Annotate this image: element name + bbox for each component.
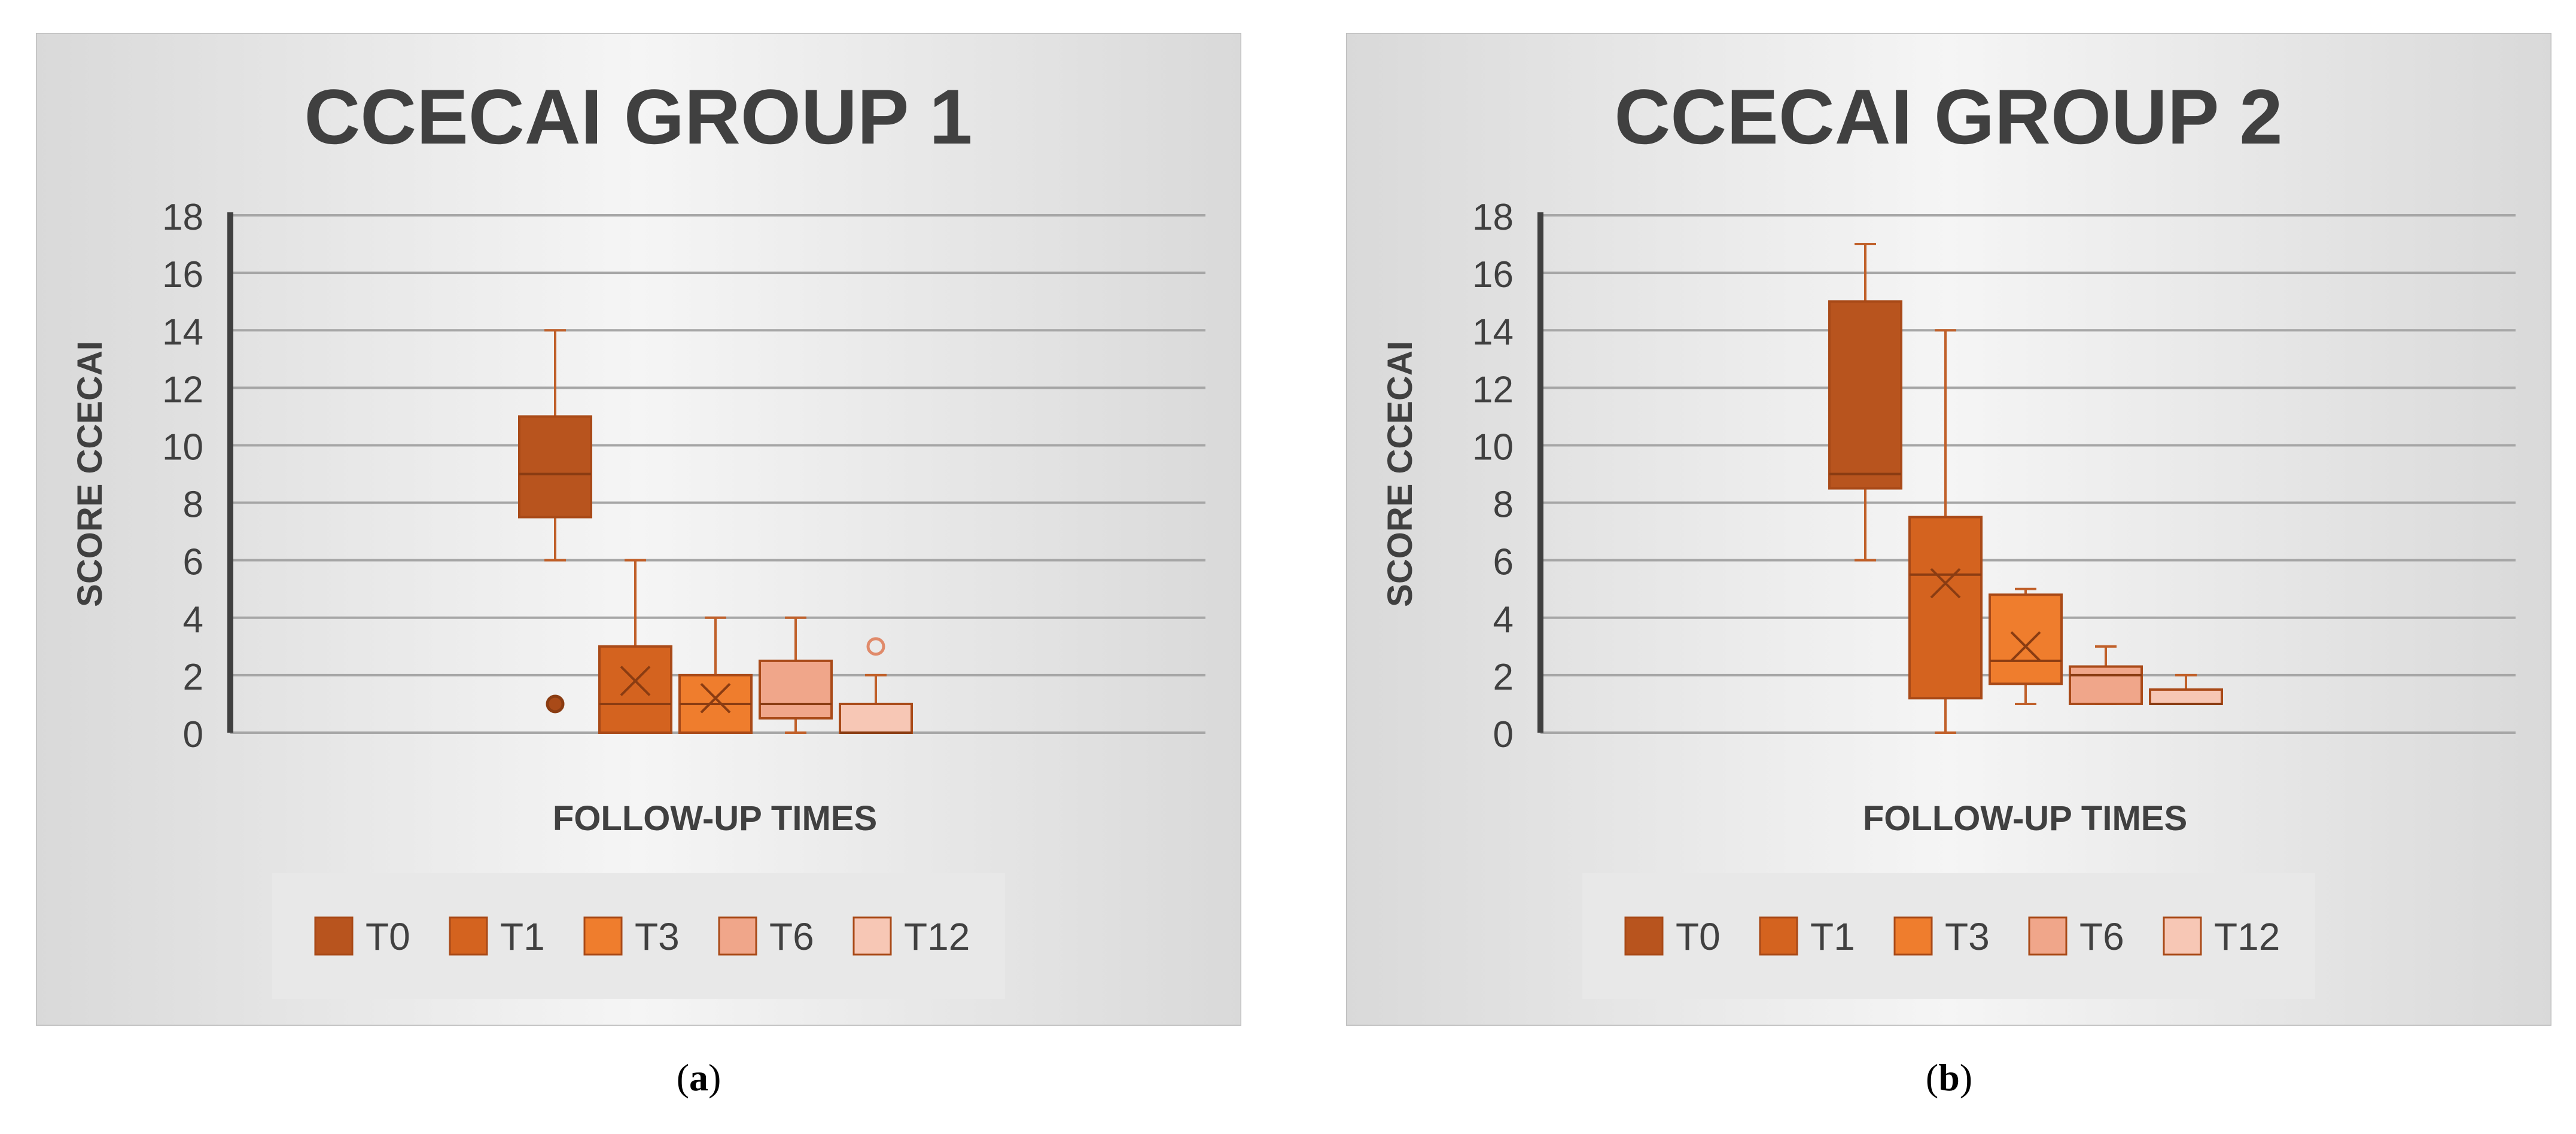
legend-label-t6: T6 (769, 915, 814, 958)
box-iqr (518, 415, 592, 519)
legend: T0 T1 T3 T6 T12 (272, 873, 1005, 999)
mean-marker (700, 682, 731, 714)
box-plot-svg: CCECAI GROUP 1 0 2 4 6 8 10 12 14 16 18 SCORE CCECA… (36, 33, 1241, 1026)
legend-swatch-t0 (1624, 916, 1664, 956)
box-iqr (1908, 516, 1983, 700)
chart-title: CCECAI GROUP 1 (304, 73, 972, 160)
legend-swatch-t6 (718, 916, 757, 956)
legend-swatch-t6 (2028, 916, 2068, 956)
y-tick-label: 18 (162, 197, 203, 238)
box-iqr (759, 659, 833, 720)
box-iqr (839, 702, 913, 734)
y-tick-label: 14 (162, 312, 203, 353)
y-axis-label: SCORE CCECAI (1381, 341, 1420, 607)
y-tick-label: 14 (1472, 312, 1514, 353)
outlier-point (866, 637, 885, 656)
chart-title: CCECAI GROUP 2 (1614, 73, 2282, 160)
legend-label-t12: T12 (2214, 915, 2280, 958)
y-tick-label: 10 (1472, 426, 1514, 468)
box-t6 (2069, 645, 2143, 705)
chart-background (36, 33, 1241, 1026)
legend-swatch-t1 (449, 916, 488, 956)
box-t1 (598, 559, 672, 734)
y-tick-label: 18 (1472, 197, 1514, 238)
box-iqr (598, 645, 672, 734)
y-tick-label: 12 (1472, 369, 1514, 410)
y-tick-label: 0 (183, 714, 203, 755)
y-tick-label: 6 (183, 542, 203, 583)
box-iqr (2149, 688, 2223, 705)
legend: T0 T1 T3 T6 T12 (1582, 873, 2315, 999)
box-t1 (1908, 329, 1983, 734)
caption-a: (a) (676, 1056, 721, 1099)
box-t6 (759, 616, 833, 734)
box-plot-svg: CCECAI GROUP 2 0 2 4 6 8 10 12 14 16 18 SCORE CCECA… (1346, 33, 2551, 1026)
legend-label-t12: T12 (904, 915, 970, 958)
box-t3 (1989, 587, 2063, 705)
y-axis-label: SCORE CCECAI (71, 341, 109, 607)
legend-swatch-t3 (583, 916, 623, 956)
mean-marker (2010, 631, 2041, 662)
y-tick-label: 4 (183, 599, 203, 641)
box-iqr (1828, 300, 1902, 490)
y-tick-label: 16 (162, 254, 203, 295)
legend-swatch-t0 (314, 916, 354, 956)
legend-label-t6: T6 (2079, 915, 2124, 958)
legend-swatch-t12 (2163, 916, 2202, 956)
y-tick-label: 0 (1493, 714, 1514, 755)
y-tick-label: 2 (183, 657, 203, 698)
y-tick-label: 8 (1493, 484, 1514, 526)
y-tick-label: 2 (1493, 657, 1514, 698)
legend-label-t0: T0 (366, 915, 410, 958)
legend-swatch-t1 (1759, 916, 1798, 956)
y-tick-label: 12 (162, 369, 203, 410)
caption-b: (b) (1925, 1056, 1973, 1099)
y-tick-label: 16 (1472, 254, 1514, 295)
y-tick-label: 6 (1493, 542, 1514, 583)
legend-swatch-t3 (1893, 916, 1933, 956)
mean-marker (620, 666, 651, 696)
x-axis-label: FOLLOW-UP TIMES (553, 799, 877, 838)
box-t0 (1828, 243, 1902, 562)
outlier-point (546, 694, 565, 714)
legend-label-t1: T1 (1810, 915, 1855, 958)
box-t12 (2149, 673, 2223, 705)
legend-label-t1: T1 (500, 915, 545, 958)
legend-swatch-t12 (852, 916, 892, 956)
chart-panel-group-2: CCECAI GROUP 2 0 2 4 6 8 10 12 14 16 18 SCORE CCECA… (1346, 33, 2551, 1026)
y-tick-label: 10 (162, 426, 203, 468)
legend-label-t3: T3 (1945, 915, 1990, 958)
box-iqr (2069, 665, 2143, 705)
box-t0 (518, 329, 592, 714)
y-tick-label: 4 (1493, 599, 1514, 641)
x-axis-label: FOLLOW-UP TIMES (1863, 799, 2187, 838)
chart-panel-group-1: CCECAI GROUP 1 0 2 4 6 8 10 12 14 16 18 SCORE CCECA… (36, 33, 1241, 1026)
mean-marker (1930, 568, 1961, 599)
legend-label-t3: T3 (635, 915, 680, 958)
box-iqr (1989, 593, 2063, 685)
legend-label-t0: T0 (1676, 915, 1721, 958)
box-t12 (839, 637, 913, 734)
box-t3 (678, 616, 753, 734)
y-tick-label: 8 (183, 484, 203, 526)
